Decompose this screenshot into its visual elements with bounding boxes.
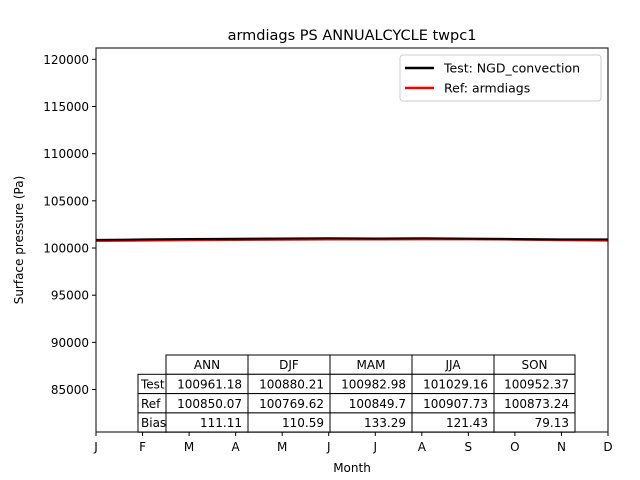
table-cell-value: 100880.21: [259, 377, 324, 391]
stats-table: ANN DJF MAM JJA SON Test 100961.18 100880.21 100…: [137, 354, 576, 433]
x-tick-label: M: [184, 440, 194, 454]
x-tick-label: O: [510, 440, 519, 454]
x-tick-label: A: [418, 440, 427, 454]
table-cell-value: 111.11: [200, 416, 242, 430]
y-tick-label: 120000: [43, 53, 89, 67]
x-tick-label: J: [372, 440, 377, 454]
y-axis-label: Surface pressure (Pa): [12, 176, 26, 305]
table-header-label: JJA: [444, 358, 461, 372]
legend-box: [399, 54, 602, 102]
table-cell-value: 110.59: [282, 416, 324, 430]
y-tick-label: 115000: [43, 100, 89, 114]
table-cell-value: 79.13: [535, 416, 569, 430]
table-cell-value: 100961.18: [177, 377, 242, 391]
chart-title: armdiags PS ANNUALCYCLE twpc1: [228, 28, 477, 44]
table-row-label: Bias: [141, 416, 166, 430]
x-axis-label: Month: [333, 461, 371, 475]
series-line: [95, 237, 609, 241]
legend: Test: NGD_convection Ref: armdiags: [399, 54, 602, 102]
x-tick-label: S: [465, 440, 473, 454]
y-tick-label: 105000: [43, 194, 89, 208]
legend-label: Ref: armdiags: [444, 81, 530, 96]
table-cell-value: 100849.7: [349, 397, 406, 411]
table-cell-value: 100952.37: [504, 377, 569, 391]
table-header-label: MAM: [357, 358, 386, 372]
table-header-label: SON: [521, 358, 547, 372]
y-tick-label: 90000: [51, 336, 89, 350]
table-cell-value: 100769.62: [259, 397, 324, 411]
x-tick-label: N: [557, 440, 566, 454]
table-cell-value: 121.43: [446, 416, 488, 430]
plot-frame: [95, 47, 609, 433]
table-header-label: DJF: [279, 358, 299, 372]
legend-label: Test: NGD_convection: [443, 61, 580, 76]
table-cell-value: 100907.73: [423, 397, 488, 411]
table-cell-value: 100982.98: [341, 377, 406, 391]
y-tick-label: 95000: [51, 289, 89, 303]
x-tick-label: J: [326, 440, 331, 454]
table-cell-value: 100850.07: [177, 397, 242, 411]
table-header-label: ANN: [194, 358, 220, 372]
table-cell-value: 101029.16: [423, 377, 488, 391]
table-cell-value: 100873.24: [504, 397, 569, 411]
table-cell-value: 133.29: [364, 416, 406, 430]
x-tick-label: M: [277, 440, 287, 454]
x-tick-label: A: [232, 440, 241, 454]
y-tick-label: 85000: [51, 383, 89, 397]
table-row-label: Test: [140, 377, 165, 391]
x-tick-label: F: [139, 440, 146, 454]
x-tick-label: J: [93, 440, 98, 454]
y-tick-label: 100000: [43, 242, 89, 256]
y-tick-label: 110000: [43, 147, 89, 161]
x-tick-label: D: [603, 440, 612, 454]
table-row-label: Ref: [141, 397, 161, 411]
